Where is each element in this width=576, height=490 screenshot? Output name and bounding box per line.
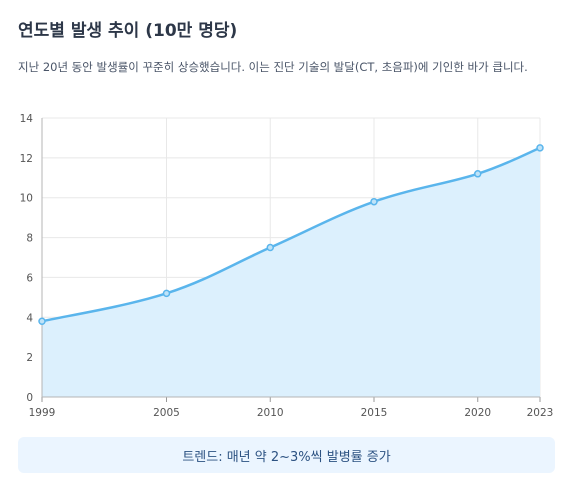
y-tick-label: 14 [20,113,34,125]
y-tick-label: 10 [20,193,33,205]
trend-text: 트렌드: 매년 약 2~3%씩 발병률 증가 [182,449,391,465]
x-tick-label: 2023 [527,407,554,419]
x-tick-label: 2005 [153,407,180,419]
incidence-chart: 0 2 4 6 8 10 12 14 1999 2005 2010 2015 2020 2023 [20,113,554,419]
x-tick-label: 1999 [29,407,56,419]
data-point [38,317,46,326]
data-point [266,243,274,252]
y-tick-label: 6 [26,272,33,284]
y-tick-label: 8 [26,233,33,245]
x-tick-label: 2010 [257,407,284,419]
page-title: 연도별 발생 추이 (10만 명당) [18,21,238,41]
x-tick-label: 2015 [361,407,388,419]
y-tick-label: 0 [26,392,33,404]
y-tick-label: 2 [26,352,33,364]
data-point [536,144,544,152]
data-point [370,197,378,206]
x-tick-label: 2020 [464,407,491,419]
area-fill [42,147,540,397]
trend-callout: 트렌드: 매년 약 2~3%씩 발병률 증가 [18,437,555,473]
data-point [474,170,482,178]
data-point [162,289,171,298]
y-tick-label: 12 [20,153,33,165]
chart-description: 지난 20년 동안 발생률이 꾸준히 상승했습니다. 이는 진단 기술의 발달(… [18,60,528,74]
y-tick-label: 4 [26,312,33,324]
